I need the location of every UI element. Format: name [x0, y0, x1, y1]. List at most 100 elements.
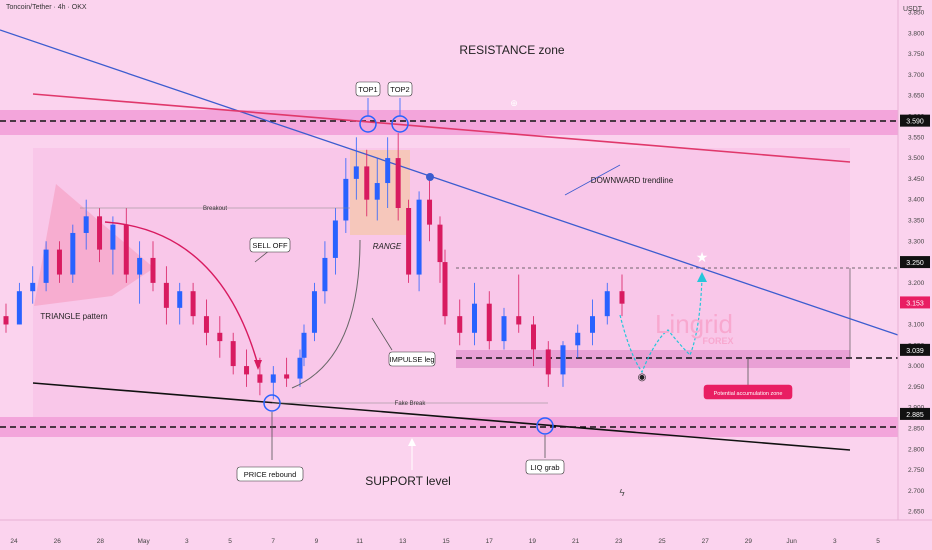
- candle-body: [575, 332, 581, 346]
- candle-body: [560, 345, 566, 375]
- price-label-bg: [900, 256, 930, 269]
- date-tick: 7: [271, 538, 275, 545]
- date-tick: 24: [10, 538, 18, 545]
- eye-icon: ◉: [638, 372, 647, 383]
- candle-body: [374, 183, 380, 200]
- candle-body: [343, 178, 349, 221]
- candle-body: [217, 332, 223, 342]
- candle-body: [395, 158, 401, 208]
- fake-break-label: Fake Break: [395, 401, 427, 407]
- date-tick: 5: [228, 538, 232, 545]
- price-label-bg: [900, 407, 930, 420]
- candle-body: [297, 357, 303, 379]
- downward-trendline: [0, 29, 899, 336]
- candle-body: [3, 316, 9, 325]
- date-tick: 21: [572, 538, 580, 545]
- price-tick: 3.200: [908, 280, 925, 287]
- price-tick: 3.750: [908, 51, 925, 58]
- svg-text:TOP2: TOP2: [390, 85, 409, 94]
- candle-body: [604, 291, 610, 317]
- price-tick: 3.000: [908, 363, 925, 370]
- price-tick: 3.400: [908, 197, 925, 204]
- support-trendline: [32, 382, 851, 451]
- candle-body: [516, 316, 522, 325]
- main-range-zone: [33, 148, 850, 420]
- liq-grab-label: LIQ grab: [525, 459, 565, 475]
- candle-body: [123, 224, 129, 275]
- price-tick: 2.950: [908, 384, 925, 391]
- price-tick: 2.750: [908, 467, 925, 474]
- candle-body: [244, 366, 250, 375]
- price-label-bg: [900, 114, 930, 127]
- resistance-trendline: [32, 93, 851, 163]
- price-label: 3.590: [906, 119, 924, 126]
- candle-body: [427, 199, 433, 225]
- candle-body: [56, 249, 62, 275]
- date-tick: 5: [876, 538, 880, 545]
- date-tick: 25: [658, 538, 666, 545]
- price-tick: 3.550: [908, 134, 925, 141]
- lightning-icon: ϟ: [619, 488, 625, 499]
- price-label: 3.250: [906, 260, 924, 267]
- date-tick: 28: [97, 538, 105, 545]
- price-tick: 3.350: [908, 217, 925, 224]
- candle-body: [203, 316, 209, 333]
- date-tick: Jun: [786, 538, 797, 545]
- candle-body: [177, 291, 183, 308]
- candle-body: [406, 208, 412, 275]
- projection-path: [619, 277, 703, 374]
- candle-body: [270, 374, 276, 383]
- svg-text:Potential accumulation zone: Potential accumulation zone: [714, 391, 783, 397]
- impulse-leg-label: IMPULSE leg: [388, 351, 436, 367]
- candle-body: [311, 291, 317, 333]
- candle-body: [110, 224, 116, 250]
- rebound-marker: [263, 394, 281, 412]
- price-rebound-label: PRICE rebound: [236, 466, 304, 482]
- price-labels: 3.590 3.250 3.153 3.039 2.885: [900, 114, 930, 420]
- triangle-pattern: [34, 184, 154, 306]
- watermark-sub: FOREX: [702, 336, 733, 346]
- triangle-label: TRIANGLE pattern: [40, 312, 107, 321]
- date-tick: 29: [745, 538, 753, 545]
- candle-body: [70, 232, 76, 275]
- date-tick: 3: [833, 538, 837, 545]
- candle-body: [385, 158, 391, 184]
- date-tick: 17: [486, 538, 494, 545]
- price-label-bg: [900, 296, 930, 309]
- arrow-down-icon: ⊕: [510, 98, 518, 108]
- date-tick: 15: [442, 538, 450, 545]
- price-tick: 2.850: [908, 425, 925, 432]
- candle-body: [472, 303, 477, 333]
- downward-trendline-label: DOWNWARD trendline: [591, 176, 674, 185]
- top2-label: TOP2: [387, 81, 413, 97]
- svg-text:PRICE rebound: PRICE rebound: [244, 470, 297, 479]
- sell-off-arrowhead: [254, 360, 262, 370]
- price-tick: 3.450: [908, 176, 925, 183]
- sell-off-label: SELL OFF: [249, 237, 291, 253]
- impulse-curve: [291, 239, 361, 389]
- candle-body: [619, 291, 625, 304]
- candles: [3, 133, 625, 400]
- candle-body: [332, 220, 338, 258]
- date-tick: 3: [185, 538, 189, 545]
- candle-body: [257, 374, 263, 383]
- date-tick: 13: [399, 538, 407, 545]
- date-tick: 19: [529, 538, 537, 545]
- range-box: [350, 150, 410, 235]
- price-tick: 3.300: [908, 238, 925, 245]
- accumulation-zone: [456, 350, 850, 368]
- sell-off-arrow: [104, 221, 259, 366]
- svg-text:LIQ grab: LIQ grab: [530, 463, 559, 472]
- resistance-zone: [0, 110, 898, 135]
- candle-body: [301, 332, 307, 358]
- candle-body: [163, 282, 169, 308]
- price-tick: 2.700: [908, 488, 925, 495]
- time-axis[interactable]: 24 26 28 May 3 5 7 9 11 13 15 17 19 21 23 25 27 29 Jun 3 5: [10, 538, 880, 545]
- candle-body: [486, 303, 492, 342]
- date-tick: 9: [315, 538, 319, 545]
- top1-label: TOP1: [355, 81, 381, 97]
- price-label: 3.039: [906, 348, 924, 355]
- price-tick: 2.800: [908, 446, 925, 453]
